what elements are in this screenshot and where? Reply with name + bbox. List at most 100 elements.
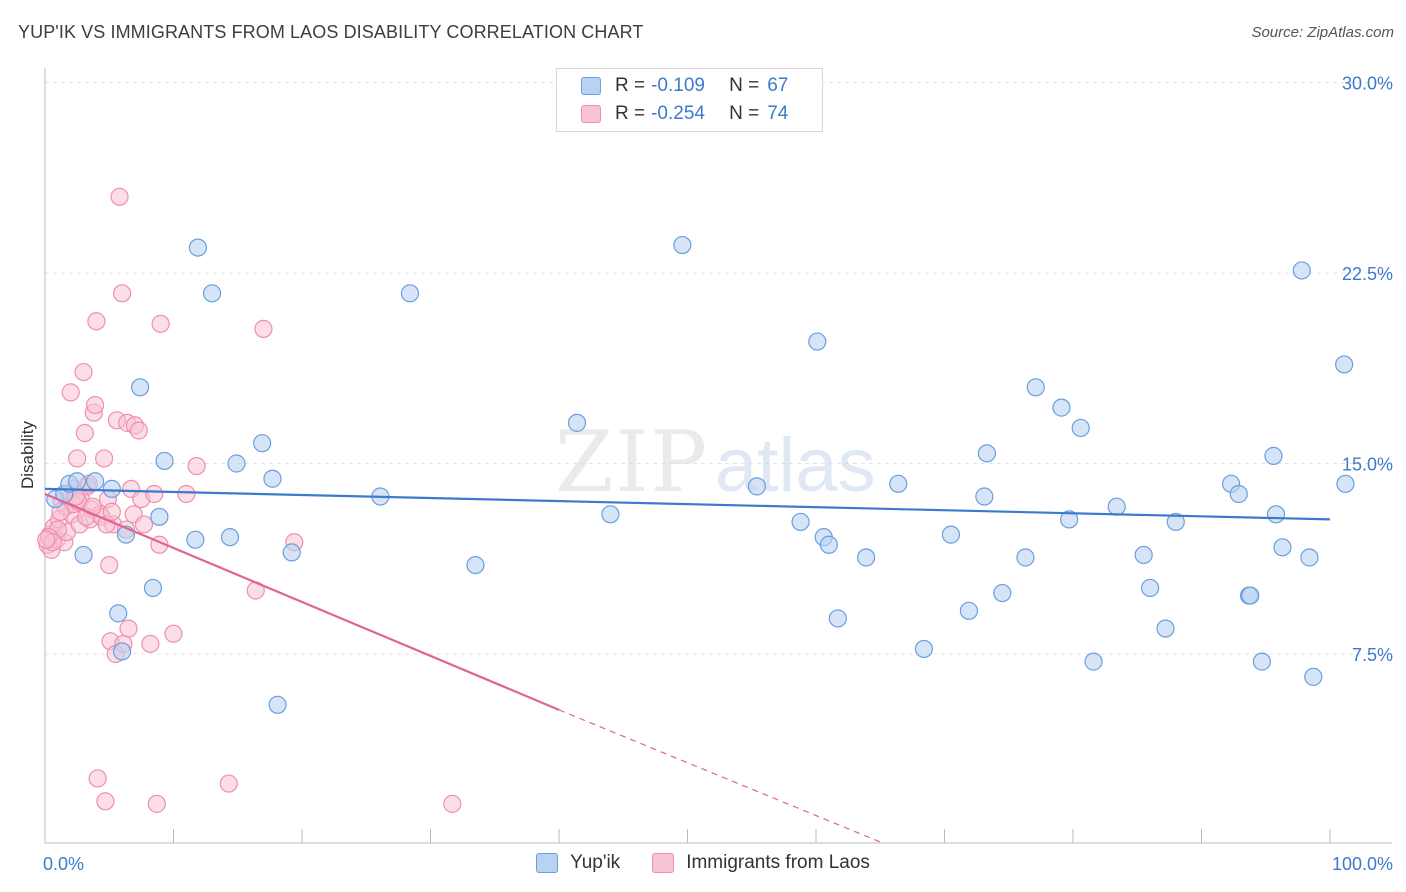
yupik-point [112,642,132,661]
yupik-point [673,235,692,255]
x-tick-label-max: 100.0% [1332,854,1393,874]
laos-point [68,449,87,468]
yupik-point [143,578,163,598]
laos-point [151,314,170,333]
yupik-point [268,695,287,714]
laos-point [74,362,93,382]
yupik-point [466,555,485,575]
yupik-point [747,477,766,496]
legend-r-label: R = [615,75,646,96]
legend-label-laos: Immigrants from Laos [686,852,870,873]
yupik-point [1071,418,1090,438]
yupik-point [1273,538,1292,557]
legend-r-value: -0.254 [651,103,705,124]
yupik-point [1266,505,1286,524]
legend-swatch-yupik [536,853,559,873]
yupik-point [109,604,128,623]
laos-point [83,497,102,516]
yupik-point [1084,652,1103,671]
yupik-point [282,543,301,562]
yupik-point [975,487,994,506]
laos-point [95,449,114,468]
legend-n-value: 74 [767,103,789,124]
laos-point [110,187,129,206]
yupik-point [567,413,587,432]
legend-swatch-laos [652,853,675,873]
laos-point [96,792,115,811]
laos-point [134,515,154,534]
laos-point [141,634,160,653]
correlation-legend: R = -0.109 N = 67 R = -0.254 N = 74 [556,68,823,132]
yupik-point [186,530,205,549]
legend-n-value: 67 [767,75,789,96]
laos-point [119,619,138,638]
laos-point [147,794,166,813]
yupik-point [819,535,838,554]
yupik-point [202,284,222,303]
yupik-point [1241,586,1260,605]
yupik-point [941,525,961,544]
laos-point [187,456,206,476]
yupik-point [1335,355,1354,374]
yupik-point [1252,652,1271,671]
laos-point [61,383,80,402]
yupik-point [1140,578,1160,598]
yupik-point [808,332,827,351]
legend-n-label: N = [729,75,760,96]
y-tick-label: 7.5% [1352,645,1393,665]
yupik-point [1134,545,1153,565]
yupik-point [86,472,105,491]
yupik-point [263,469,282,488]
laos-point [129,421,148,440]
laos-point [254,319,273,338]
legend-r-value: -0.109 [651,75,705,96]
watermark-atlas: atlas [715,423,876,508]
axes [44,68,1392,844]
legend-label-yupik: Yup'ik [570,852,621,873]
yupik-point [889,474,908,493]
yupik-point [253,434,272,453]
laos-point [75,423,94,443]
yupik-point [1156,619,1175,638]
laos-point [219,774,238,793]
yupik-point [1107,497,1126,516]
legend-swatch-yupik [581,77,601,95]
legend-row-laos: R = -0.254 N = 74 [581,101,788,127]
yupik-point [130,378,150,397]
yupik-point [1016,548,1035,567]
y-tick-label: 30.0% [1342,74,1393,94]
laos-point [88,769,107,788]
yupik-point [914,639,934,659]
chart-title: YUP'IK VS IMMIGRANTS FROM LAOS DISABILIT… [18,22,644,42]
yupik-point [857,548,876,567]
yupik-point [1166,512,1185,532]
legend-swatch-laos [581,105,601,123]
laos-point [112,284,132,303]
laos-trend-line [44,492,560,711]
y-tick-label: 22.5% [1342,264,1393,284]
laos-point [164,624,183,643]
yupik-point [1264,446,1283,465]
yupik-point [828,609,847,628]
yupik-point [993,583,1012,603]
yupik-point [1229,484,1248,504]
legend-n-label: N = [729,103,760,124]
yupik-point [1060,510,1079,529]
yupik-point [1292,261,1311,280]
yupik-point [1300,548,1319,567]
yupik-point [102,479,121,498]
x-tick-label-min: 0.0% [43,854,84,874]
yupik-point [601,505,620,524]
y-axis-title: Disability [18,420,37,489]
x-tick-marks [44,829,1331,843]
yupik-point [1052,398,1071,417]
laos-point [443,794,462,813]
yupik-point [155,451,174,471]
y-tick-labels: 7.5% 15.0% 22.5% 30.0% [1342,74,1393,666]
source-label: Source: ZipAtlas.com [1251,24,1394,41]
yupik-point [1026,378,1045,397]
legend-item-laos: Immigrants from Laos [652,852,870,874]
yupik-point [68,472,87,491]
yupik-point [227,454,246,473]
